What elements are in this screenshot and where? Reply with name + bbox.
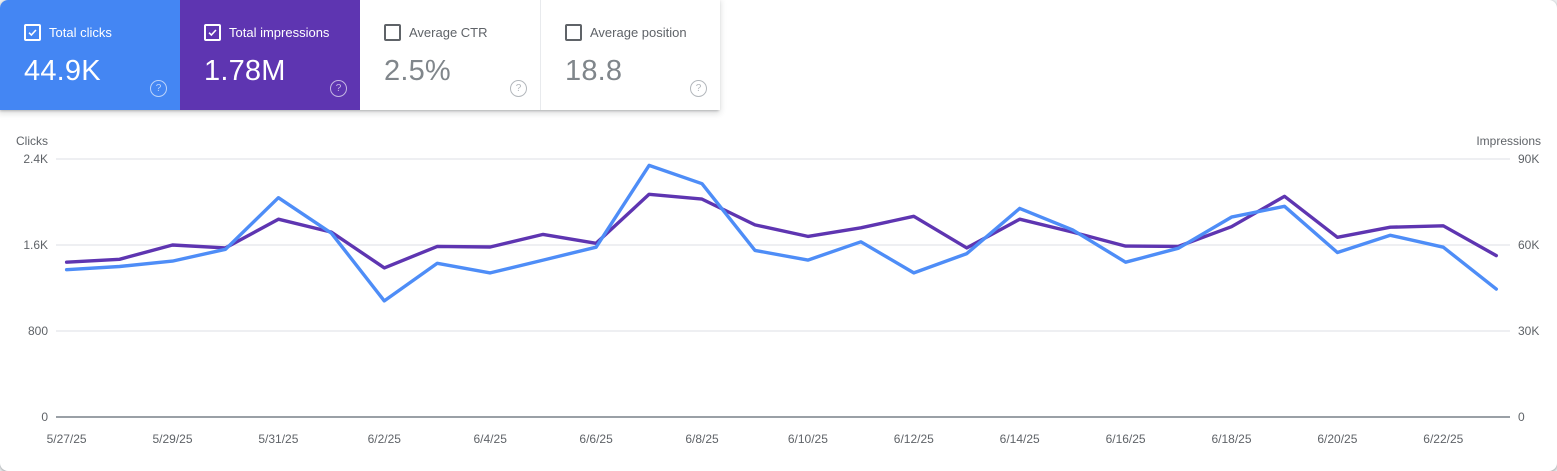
metric-cards-row: Total clicks 44.9K ? Total impressions 1… bbox=[0, 0, 720, 110]
x-axis-tick-label: 6/12/25 bbox=[893, 432, 934, 446]
y-axis-tick-label-impressions: 90K bbox=[1518, 152, 1540, 166]
total-clicks-card[interactable]: Total clicks 44.9K ? bbox=[0, 0, 180, 110]
right-axis-title: Impressions bbox=[1476, 134, 1541, 148]
x-axis-tick-label: 6/18/25 bbox=[1211, 432, 1252, 446]
average-ctr-card[interactable]: Average CTR 2.5% ? bbox=[360, 0, 540, 110]
help-icon[interactable]: ? bbox=[330, 80, 347, 97]
y-axis-tick-label-clicks: 1.6K bbox=[23, 238, 48, 252]
total-impressions-value: 1.78M bbox=[204, 55, 286, 87]
help-icon[interactable]: ? bbox=[150, 80, 167, 97]
average-ctr-value: 2.5% bbox=[384, 55, 451, 87]
x-axis-tick-label: 6/14/25 bbox=[999, 432, 1040, 446]
card-label: Total impressions bbox=[229, 24, 330, 40]
help-icon[interactable]: ? bbox=[510, 80, 527, 97]
x-axis-tick-label: 6/8/25 bbox=[685, 432, 719, 446]
average-position-value: 18.8 bbox=[565, 55, 623, 87]
y-axis-tick-label-clicks: 2.4K bbox=[23, 152, 48, 166]
y-axis-tick-label-clicks: 800 bbox=[27, 324, 48, 338]
y-axis-tick-label-impressions: 60K bbox=[1518, 238, 1540, 252]
average-position-checkbox-unchecked-icon[interactable] bbox=[565, 24, 582, 41]
card-label: Average position bbox=[590, 24, 687, 40]
average-position-card[interactable]: Average position 18.8 ? bbox=[540, 0, 720, 110]
x-axis-tick-label: 5/29/25 bbox=[152, 432, 193, 446]
card-label: Average CTR bbox=[409, 24, 488, 40]
card-label: Total clicks bbox=[49, 24, 112, 40]
y-axis-tick-label-clicks: 0 bbox=[41, 410, 48, 424]
x-axis-tick-label: 6/6/25 bbox=[579, 432, 613, 446]
help-icon[interactable]: ? bbox=[690, 80, 707, 97]
x-axis-tick-label: 6/20/25 bbox=[1317, 432, 1358, 446]
x-axis-tick-label: 6/2/25 bbox=[367, 432, 401, 446]
y-axis-tick-label-impressions: 0 bbox=[1518, 410, 1525, 424]
total-impressions-card[interactable]: Total impressions 1.78M ? bbox=[180, 0, 360, 110]
x-axis-tick-label: 5/27/25 bbox=[46, 432, 87, 446]
x-axis-tick-label: 6/16/25 bbox=[1105, 432, 1146, 446]
y-axis-tick-label-impressions: 30K bbox=[1518, 324, 1540, 338]
x-axis-tick-label: 6/10/25 bbox=[787, 432, 828, 446]
total-clicks-checkbox-checked-icon[interactable] bbox=[24, 24, 41, 41]
total-impressions-checkbox-checked-icon[interactable] bbox=[204, 24, 221, 41]
total-clicks-value: 44.9K bbox=[24, 55, 101, 87]
clicks-line[interactable] bbox=[64, 163, 1499, 303]
x-axis-tick-label: 5/31/25 bbox=[258, 432, 299, 446]
average-ctr-checkbox-unchecked-icon[interactable] bbox=[384, 24, 401, 41]
x-axis-tick-label: 6/4/25 bbox=[473, 432, 507, 446]
x-axis-tick-label: 6/22/25 bbox=[1423, 432, 1464, 446]
left-axis-title: Clicks bbox=[16, 134, 48, 148]
